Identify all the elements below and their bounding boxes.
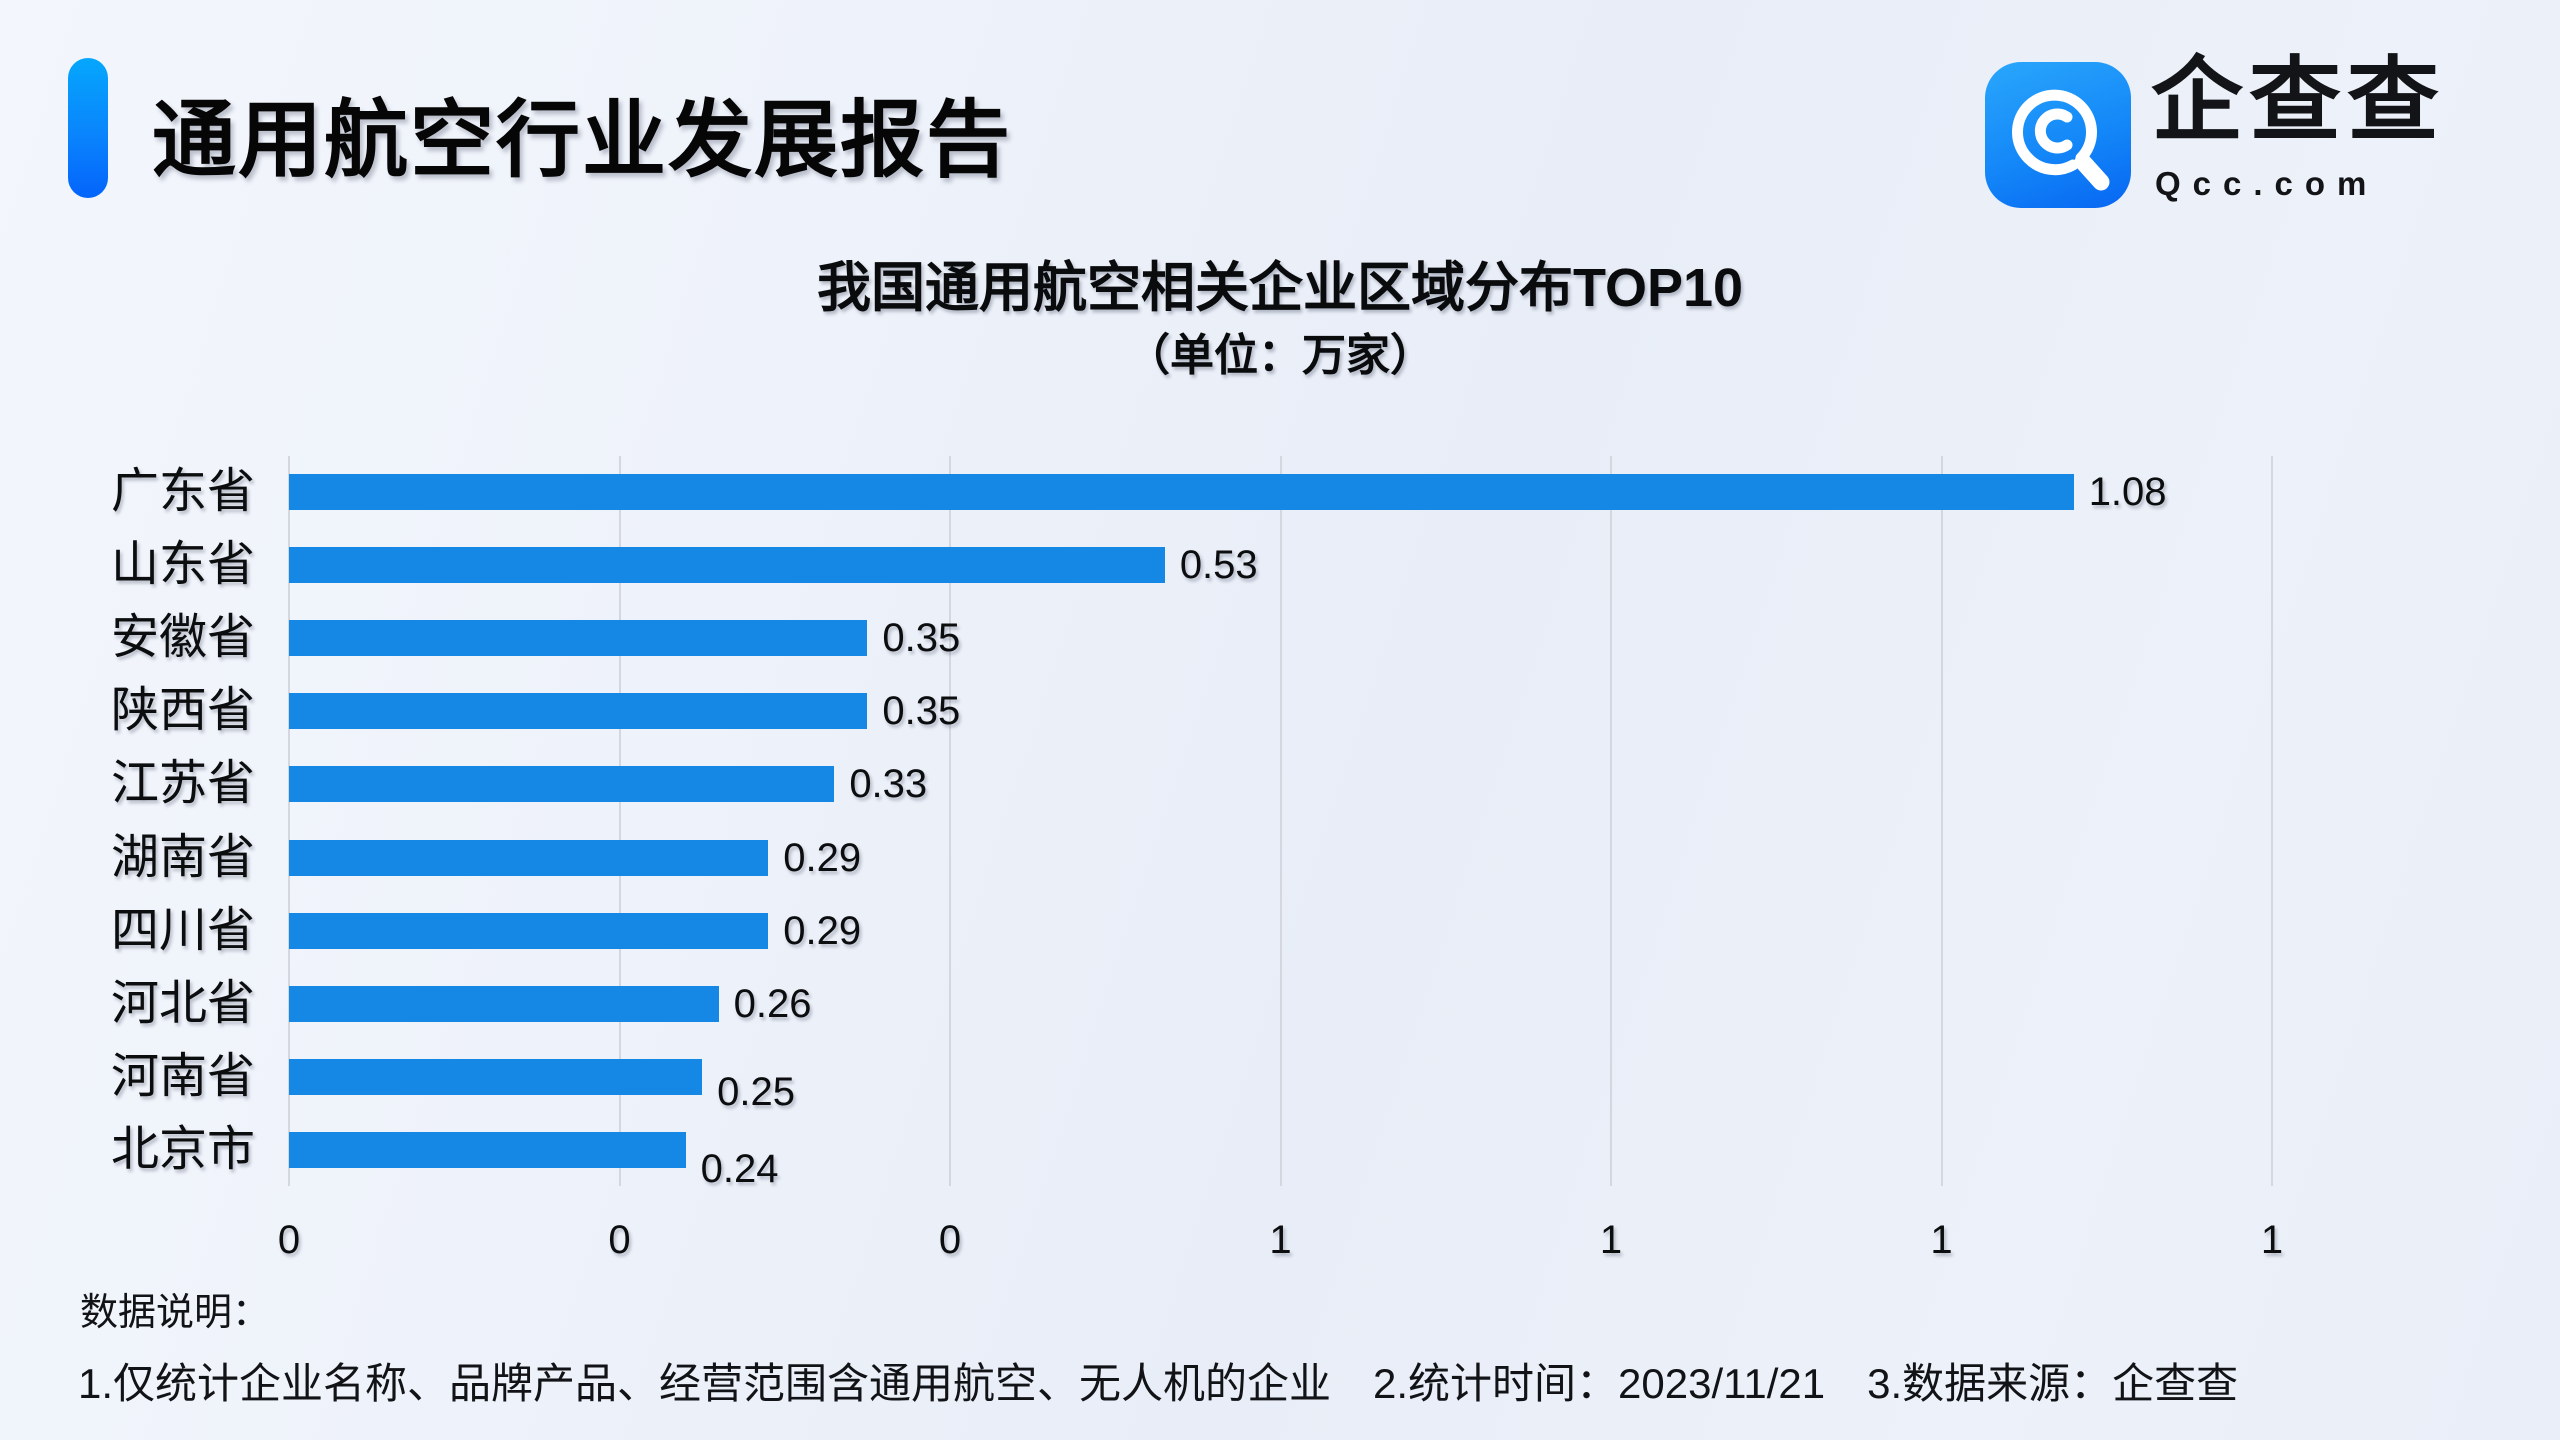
- x-axis-tick-label: 0: [938, 1218, 962, 1262]
- bar: [289, 1058, 703, 1095]
- x-axis-tick-label: 0: [608, 1218, 631, 1262]
- qcc-logo: 企查查 Qcc.com: [1985, 50, 2455, 210]
- bar: [289, 547, 1165, 584]
- data-notes-heading: 数据说明：: [80, 1292, 271, 1334]
- report-title: 通用航空行业发展报告: [152, 93, 1013, 187]
- bar: [289, 620, 868, 657]
- grid-line: [1940, 456, 1943, 1186]
- note-scope: 1.仅统计企业名称、品牌产品、经营范围含通用航空、无人机的企业: [78, 1360, 1332, 1407]
- grid-line: [288, 456, 290, 1186]
- grid-line: [949, 456, 951, 1186]
- note-source: 3.数据来源：企查查: [1867, 1360, 2239, 1407]
- bar-value-label: 0.29: [783, 835, 862, 880]
- x-axis-tick-label: 1: [2260, 1218, 2284, 1262]
- x-axis-tick-label: 1: [1930, 1218, 1953, 1262]
- x-axis-tick-label: 1: [1599, 1218, 1623, 1262]
- bar-value-label: 0.35: [882, 616, 961, 661]
- y-axis-label: 北京市: [110, 1122, 255, 1176]
- bar: [289, 912, 769, 949]
- bar: [289, 693, 868, 730]
- y-axis-label: 陕西省: [110, 684, 255, 738]
- y-axis-label: 江苏省: [110, 757, 255, 811]
- bar-value-label: 0.24: [700, 1146, 779, 1191]
- bar: [289, 985, 719, 1022]
- bar: [289, 1131, 686, 1168]
- y-axis-label: 山东省: [110, 538, 255, 592]
- bar-value-label: 0.53: [1179, 543, 1258, 588]
- y-axis-label: 湖南省: [110, 830, 255, 884]
- x-axis-tick-label: 1: [1269, 1218, 1292, 1262]
- bar: [289, 766, 835, 803]
- x-axis-tick-label: 0: [277, 1218, 301, 1262]
- grid-line: [2271, 456, 2273, 1186]
- bar-value-label: 0.33: [849, 762, 928, 807]
- bar-value-label: 1.08: [2088, 470, 2167, 514]
- chart-unit-label: （单位：万家）: [1126, 331, 1434, 380]
- grid-line: [618, 456, 621, 1186]
- bar: [289, 839, 769, 876]
- y-axis-label: 河北省: [110, 976, 255, 1030]
- y-axis-label: 河南省: [110, 1049, 255, 1103]
- data-notes-line: 1.仅统计企业名称、品牌产品、经营范围含通用航空、无人机的企业 2.统计时间：20…: [78, 1358, 2498, 1410]
- title-accent-bar: [68, 58, 108, 198]
- chart-title: 我国通用航空相关企业区域分布TOP10: [816, 258, 1744, 318]
- y-axis-label: 广东省: [110, 465, 255, 518]
- bar-value-label: 0.25: [717, 1069, 795, 1114]
- y-axis-label: 安徽省: [110, 611, 255, 665]
- grid-line: [1279, 456, 1282, 1186]
- logo-domain-text: Qcc.com: [2155, 165, 2379, 202]
- y-axis-label: 四川省: [110, 903, 255, 957]
- bar: [289, 474, 2074, 510]
- bar-value-label: 0.35: [882, 689, 961, 734]
- bar-value-label: 0.26: [733, 981, 812, 1026]
- grid-line: [1610, 456, 1612, 1186]
- bar-value-label: 0.29: [783, 908, 862, 953]
- note-date: 2.统计时间：2023/11/21: [1373, 1360, 1826, 1407]
- qcc-magnifier-icon: [1985, 62, 2131, 208]
- logo-company-name: 企查查: [2151, 50, 2446, 152]
